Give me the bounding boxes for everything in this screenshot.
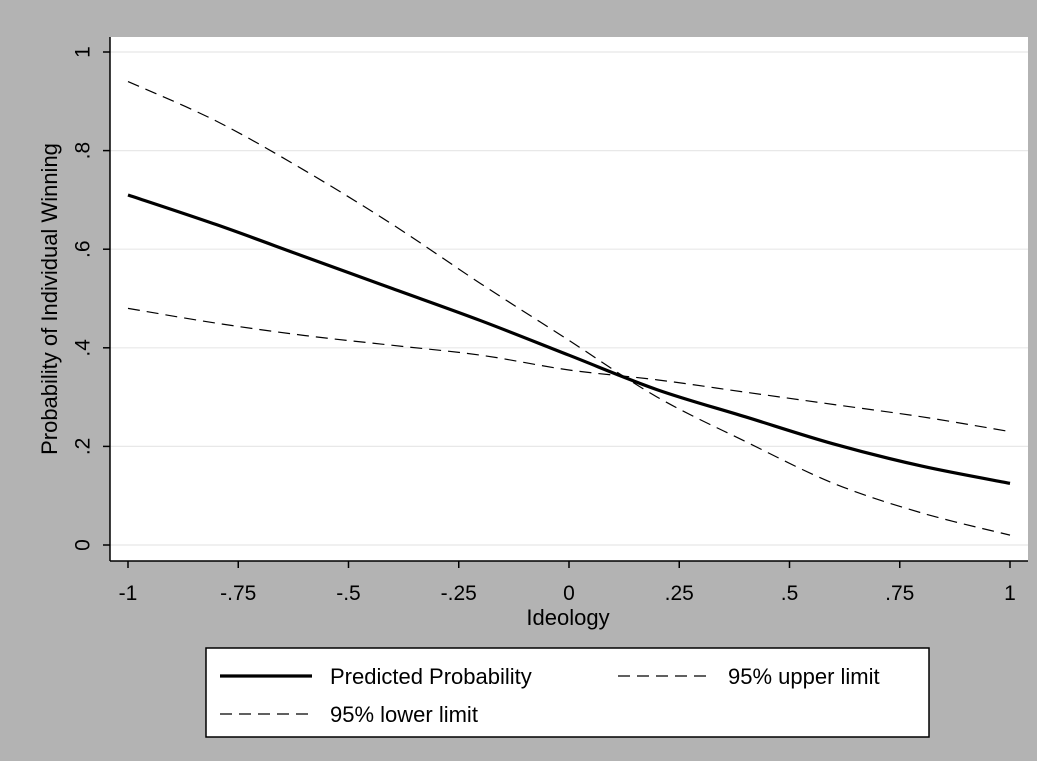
y-tick-label: 1 bbox=[72, 46, 95, 58]
x-tick-label: .5 bbox=[781, 582, 799, 605]
x-tick-label: -.5 bbox=[336, 582, 361, 605]
y-tick-label: 0 bbox=[72, 539, 95, 551]
legend-box bbox=[205, 647, 930, 738]
y-tick-label: .6 bbox=[72, 240, 95, 258]
series-group bbox=[127, 81, 1011, 536]
x-axis-title: Ideology bbox=[526, 605, 609, 630]
grid-lines bbox=[110, 51, 1028, 546]
x-tick-label: -.25 bbox=[441, 582, 477, 605]
legend-label-predicted: Predicted Probability bbox=[330, 664, 532, 689]
x-tick-label: .25 bbox=[665, 582, 694, 605]
y-tick-label: .4 bbox=[72, 339, 95, 357]
legend: Predicted Probability 95% upper limit 95… bbox=[205, 647, 930, 738]
legend-label-upper: 95% upper limit bbox=[728, 664, 880, 689]
y-axis-title: Probability of Individual Winning bbox=[37, 143, 62, 455]
series-line-predicted bbox=[127, 193, 1011, 485]
series-line-upper bbox=[127, 307, 1011, 433]
x-tick-label: -1 bbox=[119, 582, 138, 605]
x-tick-label: .75 bbox=[885, 582, 914, 605]
plot-area bbox=[110, 37, 1028, 561]
x-tick-label: 1 bbox=[1004, 582, 1016, 605]
y-tick-label: .8 bbox=[72, 142, 95, 160]
axes: 0 .2 .4 .6 .8 1 -1 -.75 -.5 -.25 0 .25 .5 .75 1 bbox=[72, 37, 1028, 605]
legend-label-lower: 95% lower limit bbox=[330, 702, 478, 727]
x-tick-label: 0 bbox=[563, 582, 575, 605]
y-tick-label: .2 bbox=[72, 438, 95, 456]
x-tick-label: -.75 bbox=[220, 582, 256, 605]
